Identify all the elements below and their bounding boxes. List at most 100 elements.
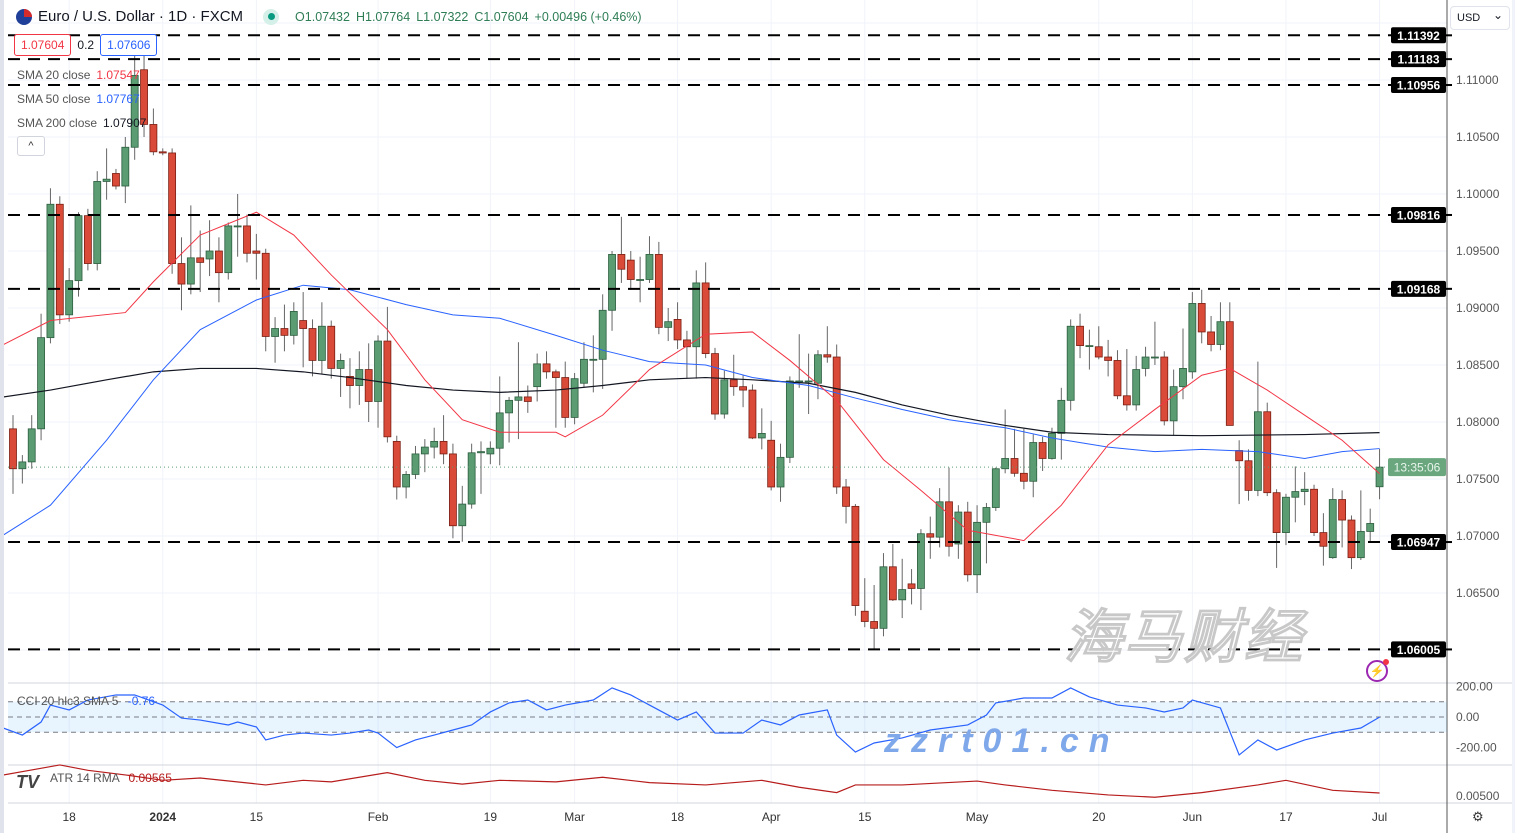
candle-up — [814, 354, 822, 384]
candle-down — [83, 215, 92, 264]
candle-down — [701, 282, 710, 355]
candle-down — [561, 377, 570, 418]
grid — [8, 0, 1447, 803]
candle-up — [289, 311, 298, 336]
candle-down — [551, 371, 560, 378]
candle-up — [1328, 499, 1337, 559]
eur-usd-flag-icon — [16, 8, 32, 25]
candle-down — [1038, 442, 1047, 459]
date-tick-label: 15 — [858, 810, 872, 824]
currency-select[interactable]: USD — [1450, 6, 1510, 30]
cci-line — [4, 687, 1380, 756]
candle-up — [692, 282, 701, 348]
candle-down — [364, 369, 373, 402]
lightning-alert-icon[interactable]: ⚡ — [1366, 659, 1389, 682]
candle-up — [430, 440, 439, 448]
candle-down — [851, 505, 860, 606]
candles — [9, 35, 1384, 649]
settings-gear-icon[interactable]: ⚙ — [1472, 809, 1484, 824]
tradingview-logo[interactable]: TV — [16, 772, 40, 792]
candle-down — [926, 533, 935, 538]
legend-sma50[interactable]: SMA 50 close 1.07767 — [17, 92, 140, 106]
open-value: O1.07432 — [295, 9, 350, 24]
candle-up — [991, 468, 1000, 508]
date-tick-label: Jun — [1183, 810, 1202, 824]
candle-down — [261, 252, 270, 337]
candle-down — [280, 328, 289, 336]
high-value: H1.07764 — [355, 9, 411, 24]
buy-price-button[interactable]: 1.07606 — [100, 34, 158, 56]
atr-legend[interactable]: ATR 14 RMA 0.00565 — [50, 771, 172, 785]
candle-up — [411, 453, 420, 475]
candle-up — [402, 474, 411, 488]
legend-sma20[interactable]: SMA 20 close 1.07547 — [17, 68, 140, 82]
candle-up — [785, 380, 794, 458]
sma20-value: 1.07547 — [96, 68, 140, 82]
sma20-label: SMA 20 close — [17, 68, 91, 82]
candle-up — [121, 146, 130, 187]
candle-up — [1169, 386, 1178, 422]
candle-up — [336, 360, 345, 369]
level-price-label: 1.11183 — [1397, 53, 1439, 67]
candle-up — [804, 380, 813, 383]
candle-down — [542, 363, 551, 373]
candle-down — [823, 354, 832, 358]
spread-value: 0.2 — [77, 38, 95, 52]
candle-down — [1235, 450, 1244, 462]
candle-down — [945, 501, 953, 547]
candle-down — [1160, 356, 1169, 422]
cci-value: -0.76 — [127, 694, 156, 708]
candle-down — [308, 328, 317, 361]
watermark-cn: 海马财经 — [1063, 605, 1305, 671]
candle-up — [420, 446, 429, 455]
candle-down — [1272, 492, 1281, 533]
candle-up — [93, 181, 102, 264]
candle-up — [186, 257, 195, 285]
candle-up — [935, 501, 944, 538]
candle-up — [1085, 345, 1094, 348]
candle-down — [1113, 360, 1122, 397]
collapse-legend-button[interactable]: ^ — [17, 136, 45, 156]
date-tick-label: 20 — [1092, 810, 1106, 824]
level-price-label: 1.09816 — [1397, 208, 1441, 222]
candle-down — [617, 254, 626, 270]
level-price-tag — [1391, 206, 1446, 223]
candle-down — [196, 257, 205, 263]
market-open-status-icon — [263, 8, 280, 25]
legend-sma200[interactable]: SMA 200 close 1.07907 — [17, 116, 146, 130]
sell-price-button[interactable]: 1.07604 — [14, 34, 72, 56]
price-tick-label: 1.06500 — [1456, 586, 1500, 600]
candle-down — [1310, 488, 1318, 533]
chart-canvas[interactable]: 1.06500 1.07000 1.07500 1.08000 1.08500 1.090… — [4, 0, 1515, 833]
candle-down — [1244, 460, 1253, 491]
level-price-tag — [1391, 77, 1446, 94]
candle-down — [9, 428, 17, 470]
candle-up — [374, 340, 382, 402]
level-price-tag — [1391, 534, 1446, 551]
cci-legend[interactable]: CCI 20 hlc3 SMA 5 -0.76 — [17, 694, 155, 708]
countdown-label: 13:35:06 — [1394, 461, 1441, 475]
candle-up — [570, 378, 579, 418]
level-price-label: 1.11392 — [1397, 29, 1440, 43]
candle-down — [739, 386, 747, 391]
sma20-line — [4, 211, 1380, 542]
candle-down — [346, 375, 354, 386]
quote-row: 1.07604 0.2 1.07606 — [14, 34, 158, 56]
watermark-url: zzrt01.cn — [884, 722, 1120, 760]
date-tick-label: May — [966, 810, 989, 824]
candle-down — [168, 152, 177, 264]
candle-up — [233, 225, 242, 228]
symbol-title[interactable]: Euro / U.S. Dollar · 1D · FXCM — [38, 8, 244, 25]
candle-down — [55, 203, 64, 316]
candle-up — [65, 280, 74, 316]
candle-up — [795, 380, 804, 383]
symbol-header: Euro / U.S. Dollar · 1D · FXCM O1.07432 … — [16, 8, 642, 25]
candle-down — [860, 610, 869, 622]
date-tick-label: Apr — [762, 810, 781, 824]
candle-up — [898, 589, 907, 601]
date-tick-label: 18 — [62, 810, 76, 824]
candle-up — [954, 511, 963, 545]
candle-down — [1010, 458, 1019, 474]
candle-up — [458, 503, 467, 527]
right-toolbar-strip — [1512, 0, 1515, 833]
